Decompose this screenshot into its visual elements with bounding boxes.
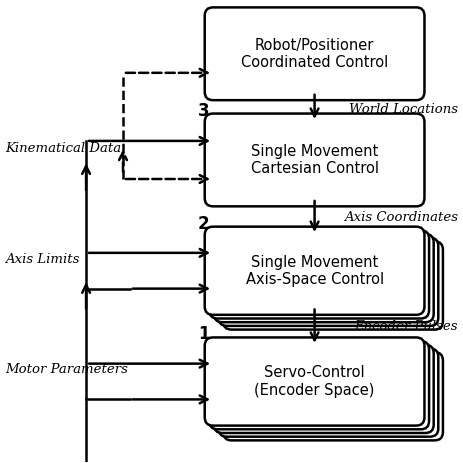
FancyBboxPatch shape [205,338,425,425]
FancyBboxPatch shape [219,238,438,326]
FancyBboxPatch shape [223,241,443,330]
FancyBboxPatch shape [205,113,425,206]
FancyBboxPatch shape [223,352,443,440]
FancyBboxPatch shape [205,227,425,315]
FancyBboxPatch shape [214,234,434,322]
Text: 2: 2 [198,215,210,232]
FancyBboxPatch shape [219,349,438,437]
Text: 3: 3 [198,101,210,119]
Text: Single Movement
Axis-Space Control: Single Movement Axis-Space Control [245,255,384,287]
FancyBboxPatch shape [209,231,429,319]
Text: Encoder Pulses: Encoder Pulses [354,319,458,332]
Text: Motor Parameters: Motor Parameters [5,363,128,376]
Text: Single Movement
Cartesian Control: Single Movement Cartesian Control [250,144,379,176]
Text: Robot/Positioner
Coordinated Control: Robot/Positioner Coordinated Control [241,38,388,70]
Text: Servo-Control
(Encoder Space): Servo-Control (Encoder Space) [254,365,375,398]
Text: World Locations: World Locations [349,103,458,116]
Text: Axis Limits: Axis Limits [5,253,80,266]
FancyBboxPatch shape [214,345,434,433]
Text: 1: 1 [198,325,210,344]
FancyBboxPatch shape [205,7,425,100]
FancyBboxPatch shape [209,341,429,429]
Text: Kinematical Data: Kinematical Data [5,142,121,155]
Text: Axis Coordinates: Axis Coordinates [344,211,458,224]
